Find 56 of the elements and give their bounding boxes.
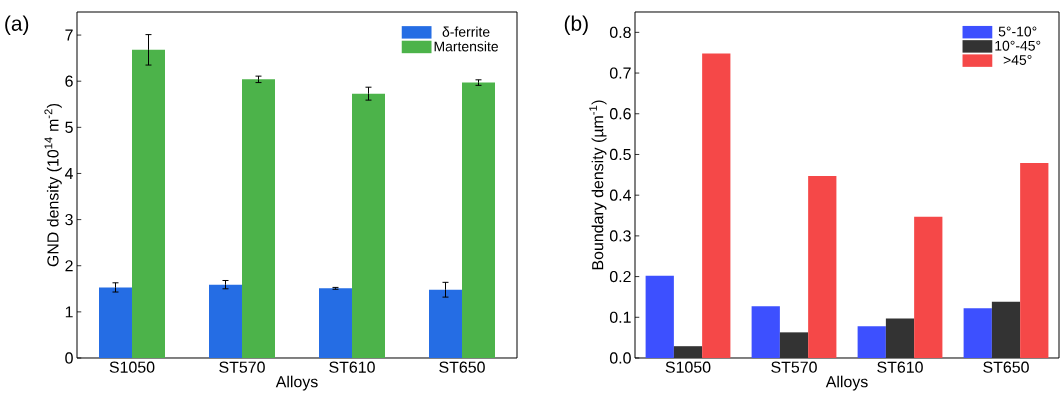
y-axis-title: GND density (10$^{14}$ m$^{-2}$): [44, 103, 62, 267]
y-tick-label: 0.1: [609, 311, 631, 323]
y-tick-label: 0.7: [609, 67, 631, 79]
legend-label: 10°-45°: [995, 40, 1041, 51]
bar: [319, 288, 352, 358]
x-axis-title: Alloys: [275, 375, 318, 391]
y-tick-label: 5: [65, 121, 73, 133]
y-tick-label: 4: [64, 167, 74, 179]
bar: [991, 301, 1021, 358]
y-tick-label: 7: [65, 29, 73, 41]
y-tick-label: 3: [65, 213, 73, 226]
y-axis-title: Boundary density (µm$^{-1}$): [589, 100, 607, 270]
y-tick-label: 0.2: [609, 270, 631, 283]
bar: [779, 332, 809, 358]
bar: [132, 49, 165, 358]
y-tick-label: 0: [65, 352, 73, 364]
bar: [645, 275, 674, 358]
x-axis-title: Alloys: [825, 375, 868, 391]
bar: [673, 346, 703, 358]
legend-label: Martensite: [434, 41, 498, 52]
bar: [99, 287, 132, 358]
bar: [885, 318, 915, 358]
bar: [242, 79, 275, 358]
y-tick-label: 2: [65, 260, 73, 272]
legend-label: 5°-10°: [998, 26, 1037, 37]
text: (a): [5, 15, 29, 36]
y-tick-label: 0.0: [609, 352, 631, 364]
x-tick-label: ST570: [771, 361, 817, 373]
x-tick-label: S1050: [665, 361, 711, 373]
y-tick-label: 0.5: [609, 148, 631, 161]
x-tick-label: ST610: [877, 361, 923, 373]
bar: [209, 284, 242, 358]
x-tick-label: ST570: [219, 361, 265, 373]
x-tick-label: ST650: [439, 361, 485, 373]
legend-label: >45°: [1003, 54, 1032, 65]
bar: [1020, 163, 1049, 358]
bar: [963, 308, 992, 358]
text: (b): [564, 15, 588, 35]
y-tick-label: 6: [65, 75, 73, 87]
bar: [352, 93, 385, 358]
y-tick-label: 0.3: [609, 230, 631, 242]
y-tick-label: 0.8: [609, 26, 631, 38]
y-tick-label: 0.6: [609, 108, 631, 120]
y-tick-label: 1: [65, 306, 73, 318]
bar: [914, 216, 943, 358]
x-tick-label: ST650: [983, 361, 1029, 373]
legend-label: δ-ferrite: [442, 26, 490, 37]
x-tick-label: ST610: [329, 361, 375, 373]
y-tick-label: 0.4: [609, 189, 632, 201]
x-tick-label: S1050: [109, 361, 155, 373]
bar: [808, 176, 837, 358]
bar: [702, 53, 731, 358]
bar: [462, 82, 495, 358]
bar: [429, 289, 462, 358]
bar: [751, 306, 780, 358]
bar: [857, 326, 886, 358]
